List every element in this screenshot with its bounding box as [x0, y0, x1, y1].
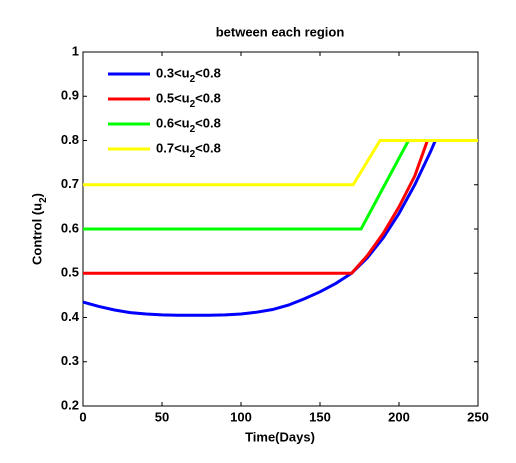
y-tick-label: 0.2 [61, 397, 79, 412]
x-axis-label: Time(Days) [245, 429, 315, 444]
y-tick-label: 0.9 [61, 88, 79, 103]
legend-label: 0.7<u2<0.8 [156, 140, 221, 160]
y-tick-label: 0.7 [61, 176, 79, 191]
line [83, 139, 478, 275]
line [82, 139, 478, 317]
x-tick-label: 100 [230, 409, 252, 424]
y-axis-label: Control (u2) [29, 193, 49, 265]
line [83, 139, 478, 187]
legend-label: 0.5<u2<0.8 [156, 90, 221, 110]
chart-title: between each region [216, 24, 345, 39]
y-tick-label: 0.8 [61, 132, 79, 147]
legend-label: 0.6<u2<0.8 [156, 115, 221, 135]
x-tick-label: 0 [79, 409, 86, 424]
x-tick-label: 200 [388, 409, 410, 424]
y-tick-label: 0.4 [61, 309, 80, 324]
x-tick-label: 250 [467, 409, 489, 424]
legend-label: 0.3<u2<0.8 [156, 65, 221, 85]
y-tick-label: 1 [72, 43, 79, 58]
y-tick-label: 0.5 [61, 265, 79, 280]
x-tick-label: 50 [155, 409, 169, 424]
y-tick-label: 0.3 [61, 353, 79, 368]
x-tick-label: 150 [309, 409, 331, 424]
y-tick-label: 0.6 [61, 220, 79, 235]
